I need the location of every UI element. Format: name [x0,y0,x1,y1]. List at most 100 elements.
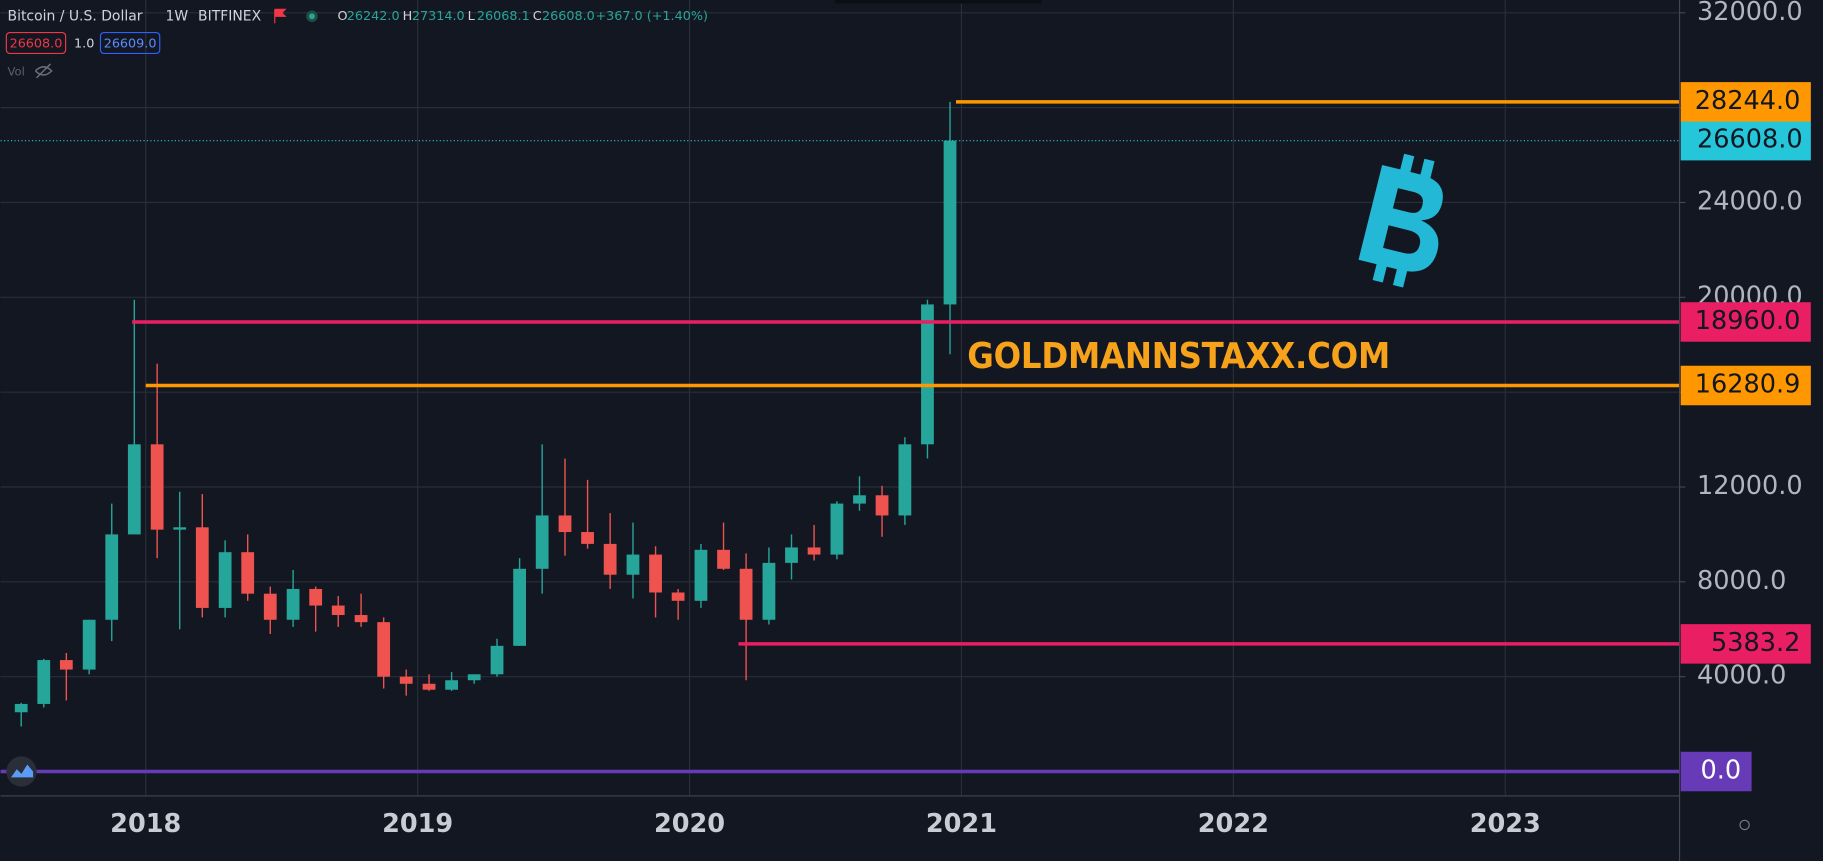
candle-body [535,515,549,569]
candle-body [241,552,255,594]
candle-body [626,554,640,575]
candle-body [150,444,164,530]
logo-badge[interactable] [6,756,37,787]
volume-label: Vol [8,65,25,79]
candle-body [263,593,277,620]
candle-body [14,703,28,713]
candle-body [671,592,685,601]
y-tick-label: 32000.0 [1697,0,1803,27]
bitcoin-stroke [1392,266,1408,288]
candle-body [445,680,459,690]
candle-body [59,660,73,670]
candle-body [467,674,481,681]
level-box [1680,365,1811,406]
x-tick-label: 2018 [110,809,181,839]
candle-body [286,588,300,620]
ohlc-legend: O 26242.0 H 27314.0 L 26068.1 C 26608.0 +367.0 (… [338,9,708,24]
candle-body [694,549,708,601]
candle-body [898,444,912,516]
ohlc-value: 27314.0 [412,9,465,24]
bid-box [5,31,67,55]
candle-body [37,660,51,704]
bitcoin-stroke [1372,261,1388,283]
level-label: 28244.0 [1695,86,1801,116]
bitcoin-glyph [1358,164,1443,272]
candle-body [82,619,96,670]
ohlc-value: 26608.0 [542,9,595,24]
last-price-label: 26608.0 [1697,125,1803,155]
y-tick-label: 12000.0 [1697,471,1803,501]
candle-body [785,547,798,563]
settings-icon[interactable] [1739,819,1750,831]
level-box [1680,624,1811,664]
ask[interactable]: 26609.0 [104,37,157,52]
candle-body [377,622,391,677]
level-box [1680,751,1752,792]
x-tick-label: 2022 [1198,809,1269,839]
watermark: GOLDMANNSTAXX.COM [967,336,1390,377]
ohlc-key: H [403,9,413,24]
ask-box [99,31,161,55]
ohlc-value: 26068.1 [477,9,530,24]
y-tick-label: 24000.0 [1697,186,1803,216]
ohlc-key: O [338,9,348,24]
ohlc-key: L [468,9,476,24]
candle-body [739,568,753,620]
plot-area [0,100,1680,774]
candle-body [717,549,730,569]
ohlc-key: C [533,9,542,24]
candle-body [921,304,934,445]
y-tick-label: 4000.0 [1697,661,1786,691]
candle-body [309,588,323,606]
level-label: 0.0 [1700,756,1741,786]
level-box [1680,82,1811,122]
level-label: 16280.9 [1695,369,1801,399]
candle-body [105,534,119,620]
symbol: Bitcoin / U.S. Dollar [8,8,143,24]
x-tick-label: 2019 [382,809,453,839]
bitcoin-logo [1358,153,1443,288]
candle-body [218,552,232,608]
logo-icon [10,764,34,778]
candle-body [830,503,844,555]
level-label: 5383.2 [1711,628,1800,658]
toolbar-edge [834,0,1042,4]
candle-body [649,554,662,593]
hide-icon[interactable] [34,63,53,79]
x-tick-label: 2020 [654,809,725,839]
candle-body [422,683,436,690]
candle-body [943,140,957,305]
ohlc-change: +367.0 (+1.40%) [595,9,708,24]
candle-body [581,532,594,544]
candle-body [195,527,209,608]
candle-body [127,444,141,535]
ohlc-value: 26242.0 [347,9,400,24]
candle-body [762,562,776,620]
status-dot-inner [309,13,315,20]
x-tick-label: 2021 [926,809,997,839]
candle-body [399,676,413,684]
candle-body [331,605,345,616]
bitcoin-stroke [1419,158,1435,180]
price-labels: 4000.08000.012000.016000.020000.024000.0… [1679,0,1811,792]
exchange: BITFINEX [198,8,262,24]
level-label: 18960.0 [1695,306,1801,336]
candle-body [603,543,617,575]
grid: 2018 2019 2020 2021 2022 2023 [0,0,1680,839]
candle-body [875,495,889,516]
x-tick-label: 2023 [1470,809,1541,839]
candle-body [513,568,526,646]
candle-body [173,527,187,530]
candle-body [490,645,504,675]
bid[interactable]: 26608.0 [10,37,63,52]
candle-body [354,615,368,623]
bitcoin-stroke [1399,153,1415,175]
candle-body [807,547,821,555]
candle-body [853,495,866,504]
level-box [1680,302,1811,342]
flag-icon [274,8,287,24]
spread: 1.0 [74,37,94,52]
